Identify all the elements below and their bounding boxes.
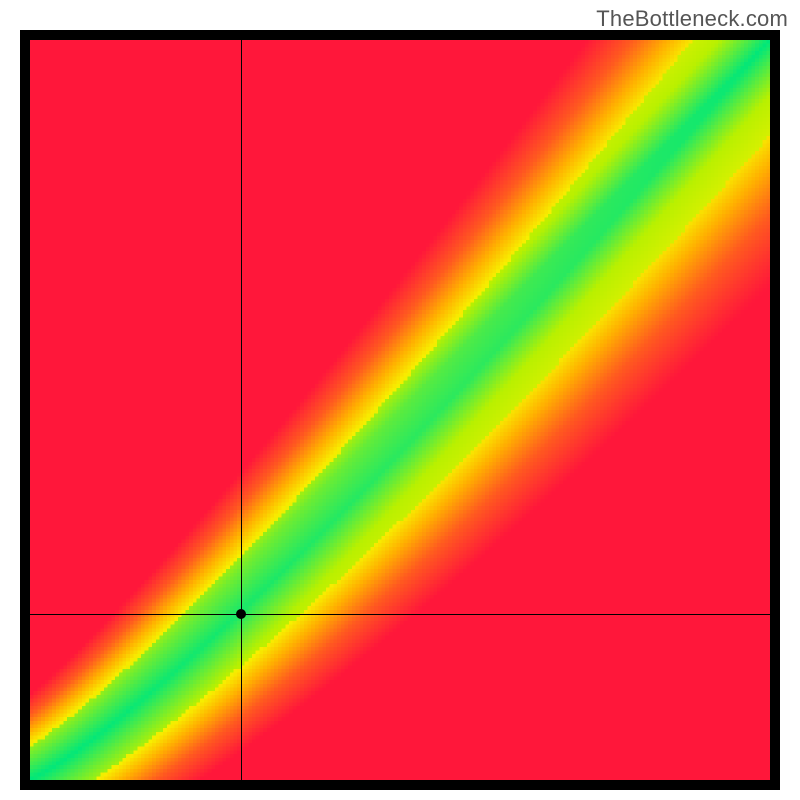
watermark-text: TheBottleneck.com — [596, 6, 788, 32]
crosshair-vertical — [241, 40, 242, 780]
bottleneck-heatmap — [30, 40, 770, 780]
crosshair-horizontal — [30, 614, 770, 615]
crosshair-point — [236, 609, 246, 619]
